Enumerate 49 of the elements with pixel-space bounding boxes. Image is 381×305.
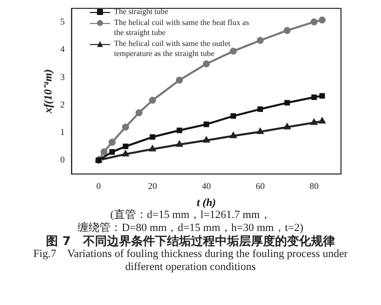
point bbox=[122, 144, 128, 150]
text: 图 7 不同边界条件下结垢过程中垢层厚度的变化规律 bbox=[45, 234, 336, 248]
x-axis-title: t (h) bbox=[196, 197, 216, 210]
x-tick-label: 60 bbox=[256, 180, 266, 191]
point bbox=[202, 60, 210, 68]
point bbox=[310, 18, 318, 26]
y-tick-label: 0 bbox=[60, 154, 66, 165]
point bbox=[136, 109, 143, 116]
point bbox=[150, 134, 156, 140]
point bbox=[149, 146, 156, 152]
point bbox=[176, 140, 183, 147]
point bbox=[100, 148, 108, 156]
point bbox=[108, 138, 116, 146]
y-tick-label: 4 bbox=[60, 44, 66, 54]
point bbox=[230, 48, 237, 55]
point bbox=[122, 150, 129, 156]
point bbox=[148, 96, 156, 104]
point bbox=[319, 93, 325, 99]
point bbox=[311, 94, 317, 100]
point bbox=[318, 118, 326, 124]
point bbox=[284, 124, 290, 130]
point bbox=[256, 36, 264, 44]
point bbox=[109, 149, 115, 155]
point bbox=[176, 128, 182, 134]
text: 缠绕管：D=80 mm，d=15 mm，h=30 mm，t=2) bbox=[76, 222, 304, 234]
y-tick-label: 1 bbox=[60, 126, 65, 137]
legend-label: The helical coil with same the outlet temperature as the straight tube bbox=[114, 39, 232, 59]
point bbox=[122, 124, 130, 131]
legend-label: The straight tube bbox=[114, 7, 168, 17]
y-tick-label: 5 bbox=[60, 16, 66, 27]
point bbox=[203, 136, 210, 143]
y-tick-label: 2 bbox=[60, 99, 65, 110]
legend-label: The helical coil with same the heat flux as the straight tube bbox=[114, 18, 250, 38]
x-tick-label: 40 bbox=[202, 180, 212, 191]
y-axis-title: xf(10⁻⁴m) bbox=[42, 69, 54, 114]
y-tick-label: 3 bbox=[60, 72, 66, 82]
text: Fig.7 Variations of fouling thickness during the fouling process under different operation conditions bbox=[32, 248, 349, 274]
x-tick-label: 0 bbox=[96, 180, 102, 191]
x-tick-label: 80 bbox=[310, 180, 320, 191]
point bbox=[204, 122, 210, 128]
point bbox=[257, 106, 263, 112]
x-tick-label: 20 bbox=[148, 180, 158, 191]
point bbox=[310, 119, 318, 125]
point bbox=[284, 26, 291, 34]
point bbox=[318, 16, 326, 24]
text: (直管：d=15 mm，l=1261.7 mm， bbox=[110, 209, 272, 222]
point bbox=[230, 113, 236, 119]
point bbox=[176, 76, 183, 84]
point bbox=[284, 100, 290, 106]
